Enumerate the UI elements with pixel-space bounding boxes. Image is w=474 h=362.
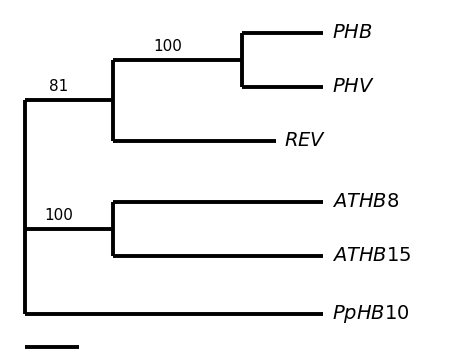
Text: $\it{PpHB10}$: $\it{PpHB10}$ — [332, 303, 410, 325]
Text: $\it{ATHB15}$: $\it{ATHB15}$ — [332, 246, 411, 265]
Text: $\it{PHV}$: $\it{PHV}$ — [332, 77, 375, 96]
Text: $\it{PHB}$: $\it{PHB}$ — [332, 24, 373, 42]
Text: $\it{ATHB8}$: $\it{ATHB8}$ — [332, 192, 400, 211]
Text: 81: 81 — [49, 79, 68, 94]
Text: $\it{REV}$: $\it{REV}$ — [284, 131, 327, 150]
Text: 100: 100 — [44, 208, 73, 223]
Text: 100: 100 — [153, 39, 182, 54]
